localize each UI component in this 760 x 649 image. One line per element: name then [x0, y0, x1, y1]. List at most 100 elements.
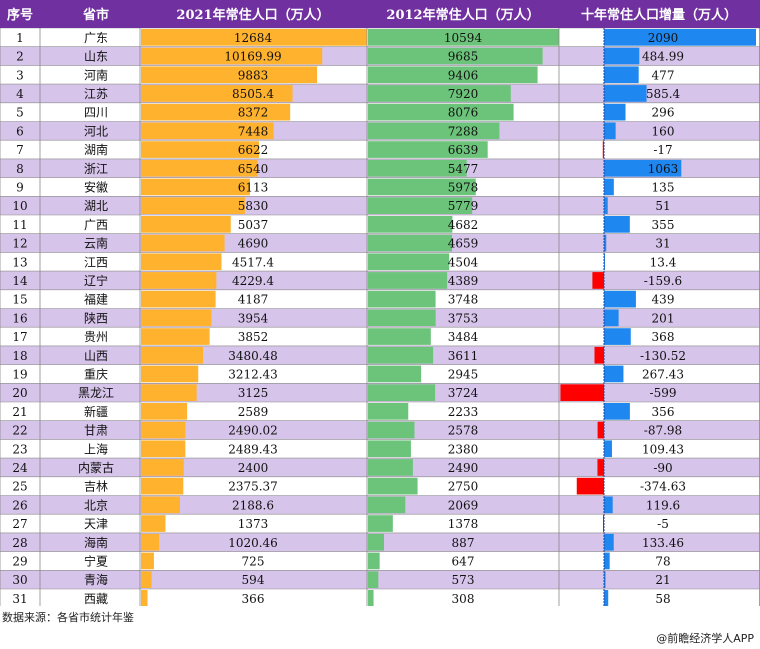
bar-2012: [368, 141, 488, 158]
bar-2012: [368, 459, 413, 476]
cell-index: 10: [12, 199, 27, 213]
bar-change-positive: [604, 533, 614, 551]
cell-change: 160: [652, 124, 675, 138]
cell-pop2012: 887: [452, 536, 475, 550]
bar-2021: [141, 365, 199, 383]
bar-change-positive: [604, 159, 682, 177]
cell-change: 119.6: [646, 498, 680, 512]
cell-province: 江西: [84, 255, 108, 269]
bar-2021: [141, 477, 184, 495]
bar-change-negative: [597, 459, 604, 476]
bar-2012: [368, 328, 431, 345]
cell-index: 19: [12, 367, 27, 381]
bar-2021: [141, 141, 259, 158]
cell-index: 27: [12, 517, 27, 531]
bar-2021: [141, 29, 367, 46]
bar-2021: [141, 346, 204, 364]
cell-index: 23: [12, 442, 27, 456]
bar-2012: [368, 159, 467, 177]
cell-province: 海南: [84, 535, 108, 550]
cell-change: 439: [652, 293, 675, 307]
cell-pop2021: 6540: [238, 162, 269, 176]
cell-change: -17: [653, 143, 672, 157]
cell-pop2021: 10169.99: [224, 50, 281, 64]
header-change: 十年常住人口增量（万人）: [581, 7, 737, 23]
bar-2012: [368, 290, 436, 308]
cell-pop2021: 725: [242, 554, 265, 568]
bar-2021: [141, 496, 180, 514]
cell-province: 吉林: [84, 480, 108, 494]
cell-change: 78: [655, 554, 670, 568]
cell-index: 5: [16, 106, 24, 120]
bar-2012: [368, 440, 411, 458]
cell-pop2012: 7920: [448, 87, 479, 101]
cell-index: 31: [12, 592, 27, 606]
cell-pop2012: 3724: [448, 386, 479, 400]
cell-pop2012: 5978: [448, 180, 479, 194]
cell-province: 新疆: [84, 404, 108, 419]
cell-pop2021: 2400: [238, 461, 269, 475]
cell-index: 28: [12, 536, 27, 550]
cell-change: 368: [652, 330, 675, 344]
cell-province: 贵州: [84, 330, 108, 344]
cell-index: 21: [12, 405, 27, 419]
cell-change: 484.99: [642, 50, 684, 64]
bar-change-positive: [604, 85, 647, 102]
data-source-note: 数据来源：各省市统计年鉴: [2, 611, 134, 624]
bar-change-positive: [604, 253, 605, 271]
cell-change: 2090: [648, 31, 679, 45]
cell-pop2012: 308: [452, 592, 475, 606]
bar-2012: [368, 496, 406, 514]
cell-index: 18: [12, 349, 27, 363]
table-row: [0, 570, 760, 589]
bar-2021: [141, 328, 210, 345]
cell-pop2012: 9685: [448, 50, 479, 64]
cell-province: 山东: [84, 50, 108, 64]
header-pop2021: 2021年常住人口（万人）: [176, 7, 329, 23]
cell-index: 29: [12, 554, 27, 568]
cell-pop2021: 8372: [238, 106, 269, 120]
cell-pop2012: 2233: [448, 405, 479, 419]
cell-index: 8: [16, 162, 24, 176]
cell-change: 51: [655, 199, 670, 213]
bar-2021: [141, 216, 231, 233]
bar-2012: [368, 346, 434, 364]
bar-change-positive: [604, 496, 613, 514]
bar-2021: [141, 552, 154, 570]
cell-change: -5: [657, 517, 669, 531]
bar-2012: [368, 66, 538, 84]
cell-pop2012: 4389: [448, 274, 479, 288]
cell-province: 安徽: [84, 179, 108, 194]
cell-index: 12: [12, 237, 27, 251]
cell-pop2012: 10594: [444, 31, 483, 45]
cell-index: 6: [16, 124, 24, 138]
cell-change: 1063: [648, 162, 679, 176]
bar-2012: [368, 309, 436, 327]
cell-change: -159.6: [644, 274, 682, 288]
cell-pop2012: 6639: [448, 143, 479, 157]
cell-change: 356: [652, 405, 675, 419]
bar-2012: [368, 253, 450, 271]
bar-change-positive: [604, 328, 631, 345]
credit-watermark: @前瞻经济学人APP: [656, 632, 754, 645]
bar-change-positive: [604, 197, 608, 214]
cell-change: 58: [655, 592, 670, 606]
cell-province: 浙江: [84, 162, 108, 176]
cell-change: -130.52: [640, 349, 686, 363]
cell-change: 296: [652, 106, 675, 120]
cell-change: -87.98: [644, 424, 682, 438]
bar-change-positive: [604, 234, 607, 252]
cell-change: -599: [650, 386, 677, 400]
bar-change-positive: [604, 29, 756, 46]
cell-province: 甘肃: [84, 424, 108, 438]
bar-2012: [368, 571, 379, 588]
cell-index: 20: [12, 386, 27, 400]
cell-province: 天津: [84, 517, 108, 531]
cell-index: 25: [12, 480, 27, 494]
cell-province: 上海: [84, 441, 108, 456]
cell-change: 267.43: [642, 367, 684, 381]
cell-province: 辽宁: [84, 273, 108, 288]
bar-change-negative: [560, 384, 604, 401]
bar-2021: [141, 197, 245, 214]
bar-2012: [368, 590, 374, 606]
